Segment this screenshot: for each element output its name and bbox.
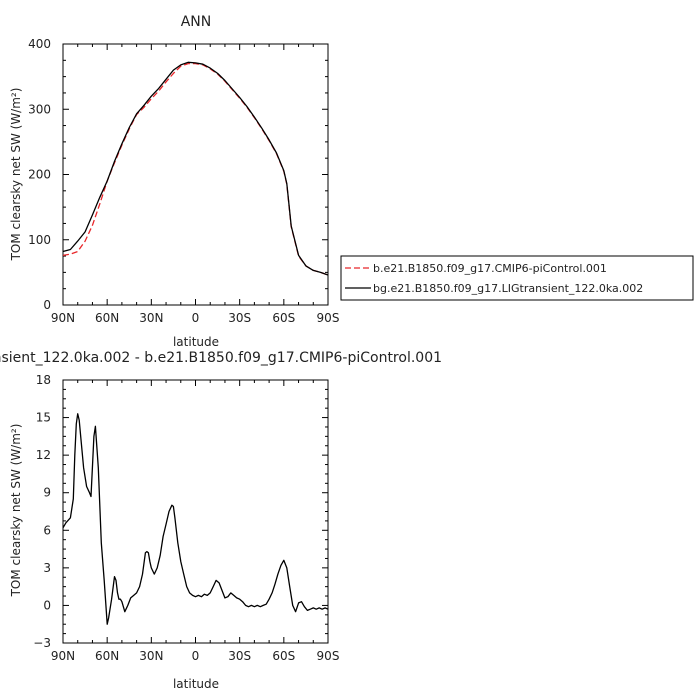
bottom-x-tick-label: 90S	[317, 649, 340, 663]
bottom-x-tick-label: 0	[192, 649, 200, 663]
bottom-x-tick-label: 90N	[51, 649, 75, 663]
top-series-line-0	[62, 62, 329, 276]
bottom-x-tick-label: 30N	[139, 649, 163, 663]
bottom-y-tick-label: 0	[43, 598, 51, 612]
bottom-x-tick-label: 60N	[95, 649, 119, 663]
bottom-chart-ylabel: TOM clearsky net SW (W/m²)	[9, 424, 23, 598]
bottom-plot-frame	[62, 379, 329, 644]
top-y-tick-label: 100	[28, 233, 51, 247]
bottom-x-tick-label: 30S	[228, 649, 251, 663]
top-chart-title: ANN	[181, 14, 212, 30]
bottom-y-tick-label: 6	[43, 523, 51, 537]
top-plot-frame	[62, 43, 329, 306]
top-x-tick-label: 0	[192, 311, 200, 325]
bottom-y-tick-label: 9	[43, 486, 51, 500]
top-chart-xlabel: latitude	[173, 335, 219, 349]
top-chart-legend: b.e21.B1850.f09_g17.CMIP6-piControl.001 …	[340, 255, 694, 301]
top-chart-ylabel: TOM clearsky net SW (W/m²)	[9, 88, 23, 262]
bottom-x-tick-label: 60S	[272, 649, 295, 663]
bottom-y-tick-label: 18	[36, 373, 51, 387]
top-y-tick-label: 0	[43, 298, 51, 312]
bottom-chart-panel: LIGtransient_122.0ka.002 - b.e21.B1850.f…	[0, 350, 442, 691]
top-series-line-1	[62, 61, 329, 276]
bottom-y-tick-label: −3	[33, 636, 51, 650]
top-x-tick-label: 60N	[95, 311, 119, 325]
legend-label-series-0: b.e21.B1850.f09_g17.CMIP6-piControl.001	[373, 262, 607, 275]
top-y-tick-label: 300	[28, 102, 51, 116]
bottom-y-tick-label: 12	[36, 448, 51, 462]
bottom-chart-title: LIGtransient_122.0ka.002 - b.e21.B1850.f…	[0, 350, 442, 366]
bottom-series-line-0	[62, 413, 329, 625]
bottom-y-tick-label: 15	[36, 411, 51, 425]
top-x-tick-label: 90S	[317, 311, 340, 325]
top-x-tick-label: 90N	[51, 311, 75, 325]
top-x-tick-label: 60S	[272, 311, 295, 325]
legend-box	[340, 255, 694, 301]
top-chart-panel: ANN TOM clearsky net SW (W/m²) latitude …	[9, 14, 339, 349]
top-y-tick-label: 400	[28, 37, 51, 51]
top-x-tick-label: 30N	[139, 311, 163, 325]
bottom-y-tick-label: 3	[43, 561, 51, 575]
top-y-tick-label: 200	[28, 168, 51, 182]
legend-label-series-1: bg.e21.B1850.f09_g17.LIGtransient_122.0k…	[373, 282, 643, 295]
top-x-tick-label: 30S	[228, 311, 251, 325]
bottom-chart-xlabel: latitude	[173, 677, 219, 691]
